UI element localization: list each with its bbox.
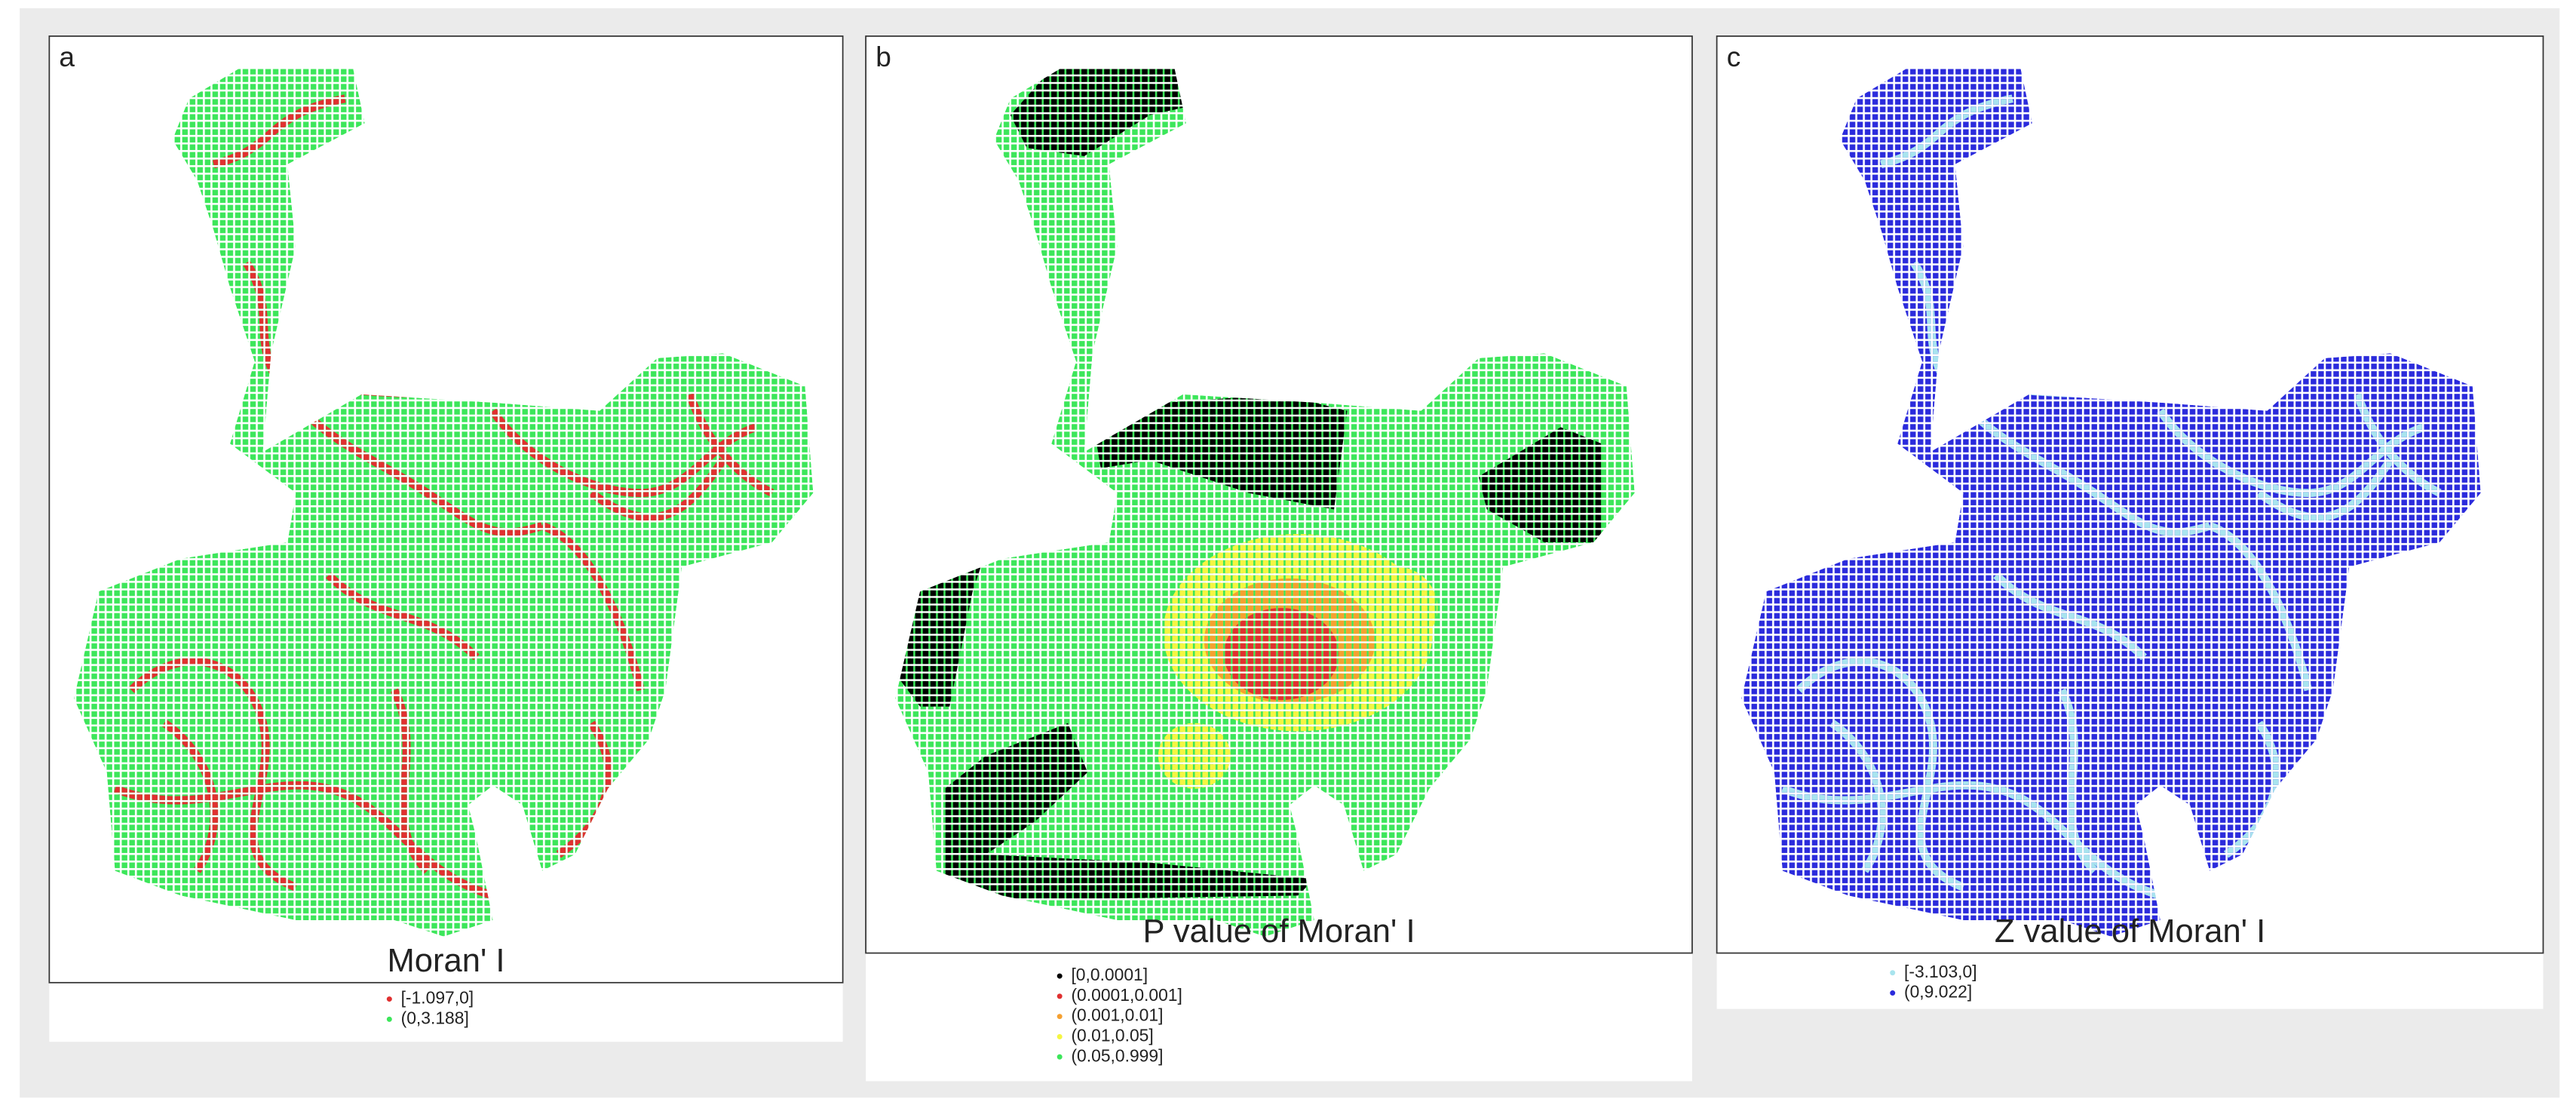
legend-symbol (386, 1016, 392, 1022)
cluster-line (1993, 572, 2147, 661)
cluster-line (212, 94, 346, 169)
legend-symbol (1056, 973, 1063, 979)
significance-region (1092, 394, 1348, 510)
cluster-line (113, 781, 495, 900)
cluster-line (2354, 393, 2442, 497)
legend-label: (0,3.188] (401, 1008, 469, 1027)
legend-label: (0.05,0.999] (1071, 1045, 1163, 1065)
legend-symbol (1890, 990, 1896, 996)
cluster-line (541, 521, 645, 692)
legend-label: (0,9.022] (1904, 982, 1972, 1002)
significance-region (1010, 69, 1225, 156)
cluster-line (390, 688, 431, 874)
cluster-line (2256, 457, 2394, 522)
legend-symbol (1056, 1014, 1063, 1020)
panel-label: b (876, 41, 891, 72)
legend-label: [-3.103,0] (1904, 962, 1977, 981)
figure-content: a Moran' I [-1.097,0](0,3.188] b P value of … (20, 8, 2560, 1098)
legend-label: (0.01,0.05] (1071, 1026, 1153, 1045)
legend-box (866, 953, 1692, 1082)
panel: a Moran' I [-1.097,0](0,3.188] (48, 35, 844, 1042)
legend-box (1716, 953, 2544, 1009)
significance-region (1158, 723, 1231, 789)
legend-symbol (386, 996, 392, 1002)
significance-region (1478, 427, 1602, 542)
panel-label: c (1727, 41, 1741, 72)
panel-title: P value of Moran' I (1143, 913, 1415, 950)
legend-label: [0,0.0001] (1071, 965, 1148, 984)
significance-region (1224, 608, 1339, 701)
significance-region (944, 723, 1088, 896)
cluster-line (1780, 781, 2162, 900)
panel-label: a (59, 41, 75, 72)
cluster-line (243, 260, 544, 537)
cluster-line (128, 657, 298, 892)
legend-symbol (1056, 1033, 1063, 1039)
map (1741, 69, 2481, 937)
cluster-line (2058, 688, 2098, 874)
significance-region (1355, 566, 1438, 649)
cluster-line (1829, 720, 1886, 873)
significance-region (986, 854, 1314, 901)
panel-title: Z value of Moran' I (1995, 913, 2265, 950)
cluster-line (1910, 260, 2211, 537)
panel: c Z value of Moran' I [-3.103,0](0,9.022] (1716, 35, 2544, 1009)
legend-label: [-1.097,0] (401, 988, 474, 1008)
cluster-line (589, 457, 727, 522)
cluster-line (685, 393, 774, 497)
legend-label: (0.001,0.01] (1071, 1005, 1163, 1025)
cluster-line (1880, 94, 2013, 169)
cluster-line (2208, 521, 2313, 692)
cluster-line (161, 720, 219, 873)
cluster-line (325, 572, 480, 661)
legend-symbol (1056, 1054, 1063, 1060)
panel: b P value of Moran' I [0,0.0001](0.0001,0.… (865, 35, 1693, 1082)
map-area (895, 69, 1635, 937)
legend-label: (0.0001,0.001] (1071, 985, 1182, 1005)
legend-symbol (1056, 993, 1063, 999)
panel-title: Moran' I (387, 943, 504, 979)
legend-symbol (1890, 970, 1896, 976)
cluster-line (1796, 657, 1965, 892)
legend-box (49, 982, 843, 1042)
